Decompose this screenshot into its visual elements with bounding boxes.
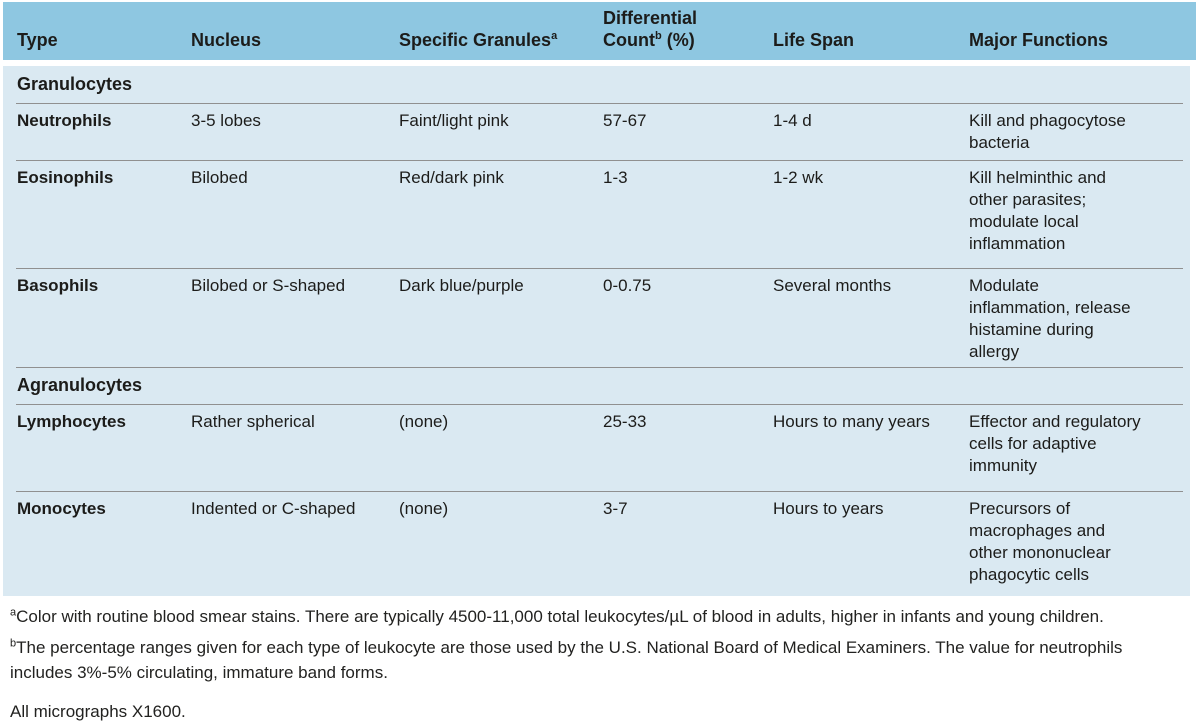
table-row-neutrophils: Neutrophils 3-5 lobes Faint/light pink 57-6… — [3, 103, 1190, 160]
cell-specific-granules: Faint/light pink — [399, 111, 509, 130]
cell-differential-count: 57-67 — [603, 111, 647, 130]
section-title: Granulocytes — [17, 74, 133, 94]
cell-type: Basophils — [17, 276, 99, 295]
cell-life-span: Hours to years — [773, 499, 884, 518]
cell-type: Lymphocytes — [17, 412, 126, 431]
cell-differential-count: 0-0.75 — [603, 276, 652, 295]
footnote-marker-a: a — [551, 30, 558, 42]
cell-life-span: 1-2 wk — [773, 168, 824, 187]
cell-specific-granules: (none) — [399, 499, 449, 518]
col-header-granules-label: Specific Granules — [399, 30, 552, 50]
footnote-b-text: The percentage ranges given for each typ… — [10, 638, 1123, 682]
footnotes: aColor with routine blood smear stains. … — [10, 604, 1192, 724]
section-title: Agranulocytes — [17, 375, 143, 395]
section-header-granulocytes: Granulocytes — [3, 66, 1190, 103]
cell-life-span: Hours to many years — [773, 412, 930, 431]
cell-nucleus: Bilobed or S-shaped — [191, 276, 346, 295]
col-header-life-span-label: Life Span — [773, 30, 855, 50]
cell-specific-granules: Dark blue/purple — [399, 276, 524, 295]
col-header-major-functions: Major Functions — [969, 29, 1196, 51]
cell-major-functions: Kill and phagocytose bacteria — [969, 111, 1126, 152]
footnote-marker-b: b — [654, 30, 662, 42]
footnote-a-marker: a — [10, 606, 17, 619]
cell-specific-granules: (none) — [399, 412, 449, 431]
cell-differential-count: 25-33 — [603, 412, 647, 431]
cell-differential-count: 1-3 — [603, 168, 628, 187]
cell-life-span: Several months — [773, 276, 892, 295]
cell-type: Monocytes — [17, 499, 106, 518]
table-body: Granulocytes Neutrophils 3-5 lobes Faint/li… — [3, 66, 1190, 596]
col-header-differential-count: Differential Countb (%) — [603, 7, 773, 51]
col-header-count-line2: Count — [603, 30, 655, 50]
col-header-type-label: Type — [17, 30, 58, 50]
footnote-a-text: Color with routine blood smear stains. T… — [16, 607, 1104, 626]
cell-major-functions: Effector and regulatory cells for adapti… — [969, 412, 1141, 475]
cell-major-functions: Modulate inflammation, release histamine… — [969, 276, 1131, 361]
table-row-eosinophils: Eosinophils Bilobed Red/dark pink 1-3 1-2 wk… — [3, 160, 1190, 268]
footnote-a: aColor with routine blood smear stains. … — [10, 604, 1192, 629]
col-header-count-units: (%) — [661, 30, 695, 50]
cell-nucleus: 3-5 lobes — [191, 111, 261, 130]
col-header-count-line1: Differential — [603, 8, 698, 28]
footnote-b: bThe percentage ranges given for each ty… — [10, 635, 1192, 685]
micrograph-note: All micrographs X1600. — [10, 702, 186, 721]
cell-nucleus: Indented or C-shaped — [191, 499, 356, 518]
cell-nucleus: Rather spherical — [191, 412, 315, 431]
table-row-basophils: Basophils Bilobed or S-shaped Dark blue/pu… — [3, 268, 1190, 367]
footnote-b-marker: b — [10, 637, 17, 650]
cell-life-span: 1-4 d — [773, 111, 812, 130]
col-header-type: Type — [17, 29, 191, 51]
cell-type: Eosinophils — [17, 168, 114, 187]
col-header-life-span: Life Span — [773, 29, 969, 51]
cell-major-functions: Kill helminthic and other parasites; mod… — [969, 168, 1107, 253]
col-header-major-functions-label: Major Functions — [969, 30, 1108, 50]
col-header-nucleus-label: Nucleus — [191, 30, 262, 50]
cell-specific-granules: Red/dark pink — [399, 168, 504, 187]
section-header-agranulocytes: Agranulocytes — [3, 367, 1190, 404]
cell-differential-count: 3-7 — [603, 499, 628, 518]
cell-nucleus: Bilobed — [191, 168, 248, 187]
table-header-row: Type Nucleus Specific Granulesa Differen… — [3, 2, 1196, 60]
col-header-specific-granules: Specific Granulesa — [399, 29, 603, 51]
table-row-lymphocytes: Lymphocytes Rather spherical (none) 25-33 Ho… — [3, 404, 1190, 491]
col-header-nucleus: Nucleus — [191, 29, 399, 51]
cell-major-functions: Precursors of macrophages and other mono… — [969, 499, 1111, 584]
cell-type: Neutrophils — [17, 111, 112, 130]
table-row-monocytes: Monocytes Indented or C-shaped (none) 3-7 Ho… — [3, 491, 1190, 596]
